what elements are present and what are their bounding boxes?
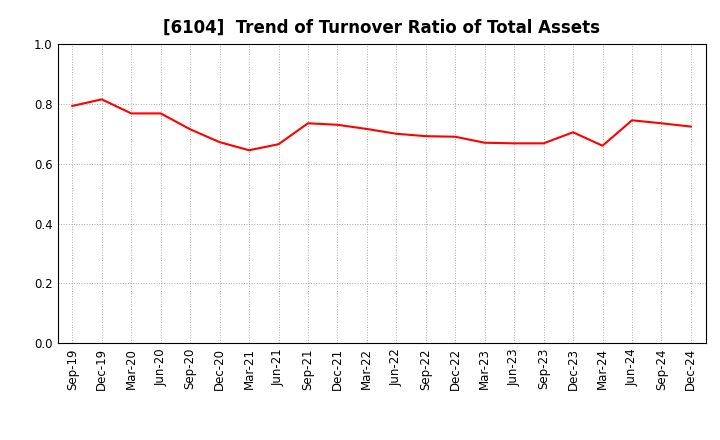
Title: [6104]  Trend of Turnover Ratio of Total Assets: [6104] Trend of Turnover Ratio of Total …	[163, 19, 600, 37]
